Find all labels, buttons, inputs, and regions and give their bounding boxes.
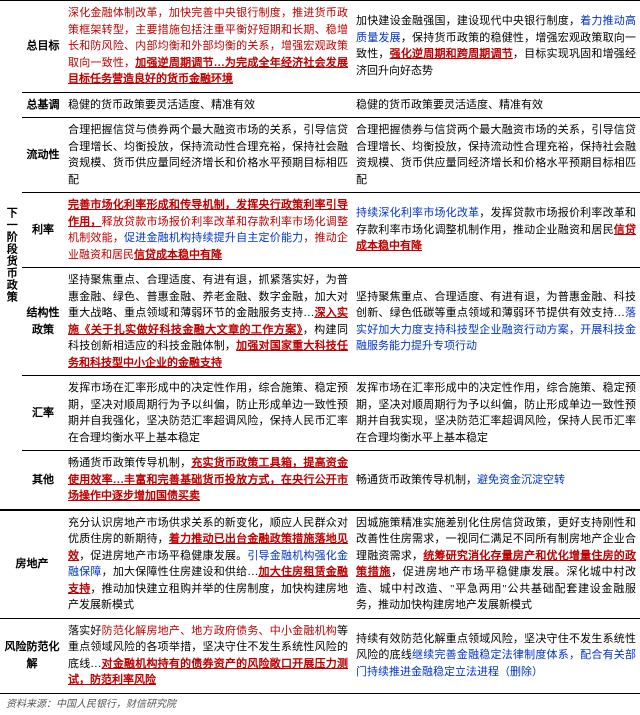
row-head: 总基调 (22, 92, 64, 118)
row-head: 结构性政策 (22, 268, 64, 376)
cell-right: 持续深化利率市场化改革，发挥贷款市场报价利率改革和存款利率市场化调整机制作用，推… (352, 193, 640, 268)
cell-left: 稳健的货币政策要灵活适度、精准有效 (64, 92, 352, 118)
cell-left: 合理把握信贷与债券两个最大融资市场的关系，引导信贷合理增长、均衡投放，保持流动性… (64, 118, 352, 193)
cell-left: 坚持聚焦重点、合理适度、有进有退，抓紧落实好，为普惠金融、绿色、普惠金融、养老金… (64, 268, 352, 376)
cell-left: 发挥市场在汇率形成中的决定性作用，综合施策、稳定预期，坚决对顺周期行为予以纠偏，… (64, 376, 352, 451)
policy-table-wide: 房地产充分认识房地产市场供求关系的新变化，顺应人民群众对优质住房的新期待，着力推… (0, 510, 640, 694)
row-head: 利率 (22, 193, 64, 268)
cell-right: 坚持聚焦重点、合理适度、有进有退，为普惠金融、科技创新、绿色低碳等重点领域和薄弱… (352, 268, 640, 376)
cell-right: 发挥市场在汇率形成中的决定性作用，综合施策、稳定预期，坚决对顺周期行为予以纠偏，… (352, 376, 640, 451)
row-head: 汇率 (22, 376, 64, 451)
cell-right: 稳健的货币政策要灵活适度、精准有效 (352, 92, 640, 118)
section-label: 下一阶段货币政策 (0, 1, 22, 510)
row-head: 风险防范化解 (0, 618, 64, 693)
row-head: 其他 (22, 451, 64, 510)
cell-right: 因城施策精准实施差别化住房信贷政策，更好支持刚性和改善性住房需求，一视同仁满足不… (352, 510, 640, 618)
cell-left: 深化金融体制改革，加快完善中央银行制度，推进货币政策框架转型，主要措施包括注重平… (64, 1, 352, 93)
row-head: 流动性 (22, 118, 64, 193)
cell-right: 加快建设金融强国，建设现代中央银行制度，着力推动高质量发展，保持货币政策的稳健性… (352, 1, 640, 93)
source-note: 资料来源：中国人民银行，财信研究院 (0, 694, 640, 715)
cell-left: 落实好防范化解房地产、地方政府债务、中小金融机构等重点领域风险的各项举措，坚决守… (64, 618, 352, 693)
cell-left: 完善市场化利率形成和传导机制，发挥央行政策利率引导作用，释放贷款市场报价利率改革… (64, 193, 352, 268)
cell-left: 充分认识房地产市场供求关系的新变化，顺应人民群众对优质住房的新期待，着力推动已出… (64, 510, 352, 618)
cell-right: 持续有效防范化解重点领域风险，坚决守住不发生系统性风险的底线继续完善金融稳定法律… (352, 618, 640, 693)
cell-right: 畅通货币政策传导机制，避免资金沉淀空转 (352, 451, 640, 510)
row-head: 房地产 (0, 510, 64, 618)
cell-left: 畅通货币政策传导机制，充实货币政策工具箱，提高资金使用效率…丰富和完善基础货币投… (64, 451, 352, 510)
row-head: 总目标 (22, 1, 64, 93)
cell-right: 合理把握债券与信贷两个最大融资市场的关系，引导信贷合理增长、均衡投放，保持流动性… (352, 118, 640, 193)
policy-table: 下一阶段货币政策总目标深化金融体制改革，加快完善中央银行制度，推进货币政策框架转… (0, 0, 640, 510)
